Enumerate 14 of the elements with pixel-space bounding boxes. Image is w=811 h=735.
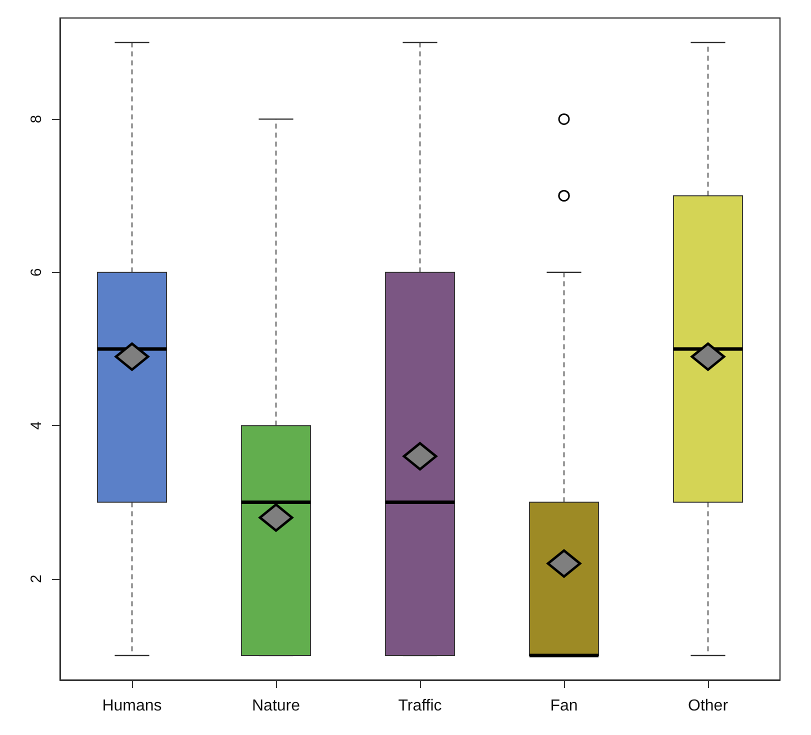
x-tick-label: Fan xyxy=(550,698,578,714)
point xyxy=(690,342,726,371)
point xyxy=(114,342,150,371)
y-tick-label: 8 xyxy=(28,114,45,124)
y-tick-label: 2 xyxy=(28,574,45,584)
point xyxy=(402,442,438,471)
point xyxy=(258,503,294,532)
y-tick-label: 4 xyxy=(28,421,45,430)
x-tick-label: Traffic xyxy=(398,698,442,714)
x-tick-label: Nature xyxy=(252,698,300,714)
point xyxy=(546,549,582,578)
y-tick-label: 6 xyxy=(28,268,45,277)
x-tick-label: Humans xyxy=(102,698,162,714)
x-tick-label: Other xyxy=(688,698,729,714)
